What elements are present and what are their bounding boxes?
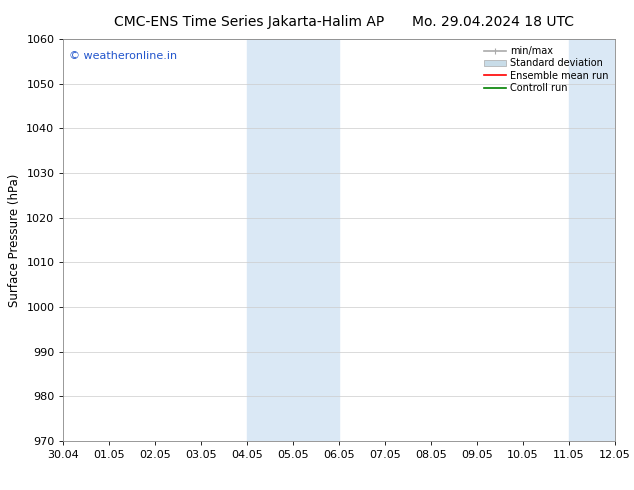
Bar [569,39,634,441]
Text: © weatheronline.in: © weatheronline.in [69,51,177,61]
Text: CMC-ENS Time Series Jakarta-Halim AP: CMC-ENS Time Series Jakarta-Halim AP [114,15,384,29]
Y-axis label: Surface Pressure (hPa): Surface Pressure (hPa) [8,173,21,307]
Text: Mo. 29.04.2024 18 UTC: Mo. 29.04.2024 18 UTC [412,15,574,29]
Legend: min/max, Standard deviation, Ensemble mean run, Controll run: min/max, Standard deviation, Ensemble me… [482,44,610,95]
Bar [247,39,339,441]
